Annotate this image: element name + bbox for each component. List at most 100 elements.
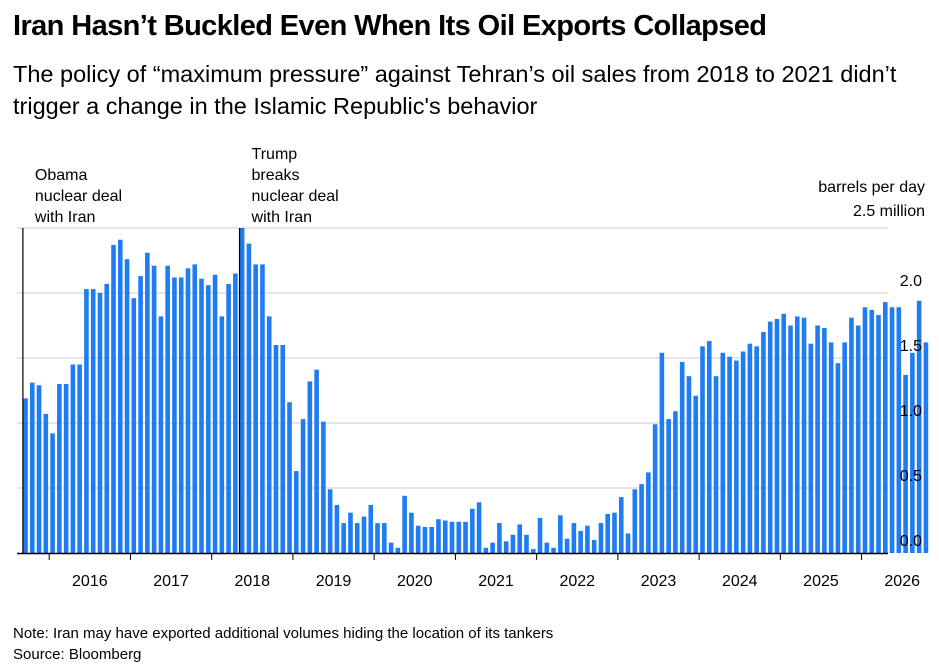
- bar: [273, 345, 279, 553]
- bar: [503, 541, 509, 553]
- bar: [368, 504, 374, 553]
- bar: [449, 521, 455, 553]
- bar: [808, 343, 814, 553]
- bar: [456, 521, 462, 553]
- bar: [361, 516, 367, 553]
- bar: [612, 512, 617, 553]
- bar: [409, 512, 414, 553]
- bar: [652, 424, 658, 553]
- bar: [124, 259, 130, 553]
- bar: [882, 302, 888, 553]
- bar: [869, 309, 875, 553]
- x-axis: 2016 2017 2018 2019 2020 2021 2022 2023 2024 2025…: [17, 552, 920, 590]
- bar: [341, 523, 346, 553]
- x-tick-label: 2026: [884, 573, 920, 590]
- bar: [578, 530, 583, 553]
- bar: [470, 508, 475, 553]
- bar: [321, 421, 326, 553]
- bar: [713, 376, 719, 553]
- bar: [585, 525, 590, 553]
- y-tick-label: 0.0: [900, 533, 922, 550]
- x-tick-label: 2020: [397, 573, 433, 590]
- bar: [104, 283, 110, 553]
- bar: [788, 325, 793, 553]
- bar: [774, 319, 780, 553]
- bar: [23, 398, 28, 553]
- bar: [720, 352, 726, 553]
- bar: [483, 547, 489, 553]
- x-tick-label: 2019: [316, 573, 352, 590]
- y-axis-labels: 0.0 0.5 1.0 1.5 2.0 2.5 million: [853, 203, 925, 550]
- bar: [442, 520, 448, 553]
- bar: [666, 419, 671, 553]
- bar: [165, 265, 170, 553]
- bar: [253, 264, 258, 553]
- bar: [117, 239, 123, 553]
- bar: [327, 489, 333, 553]
- bar: [50, 433, 55, 553]
- bar: [659, 352, 665, 553]
- y-tick-label: 2.5 million: [853, 203, 925, 220]
- bar: [185, 268, 191, 553]
- bar: [740, 351, 746, 553]
- bar: [334, 504, 340, 553]
- x-tick-label: 2025: [803, 573, 839, 590]
- bar: [260, 264, 265, 553]
- bar: [524, 534, 529, 553]
- bar: [734, 360, 739, 553]
- bar: [903, 374, 908, 553]
- bar: [835, 363, 841, 553]
- bar: [855, 325, 861, 553]
- bar: [862, 307, 868, 553]
- x-tick-label: 2018: [234, 573, 270, 590]
- bar: [706, 341, 712, 553]
- bar: [747, 343, 753, 553]
- bar: [632, 489, 638, 553]
- bar: [476, 502, 482, 553]
- chart-title: Iran Hasn’t Buckled Even When Its Oil Ex…: [13, 10, 767, 42]
- y-tick-label: 1.0: [900, 403, 922, 420]
- x-tick-label: 2021: [478, 573, 514, 590]
- bar: [354, 523, 360, 553]
- event-label: Trump breaks nuclear deal with Iran: [251, 146, 339, 226]
- source-text: Source: Bloomberg: [13, 646, 142, 663]
- bar: [151, 265, 157, 553]
- bar: [43, 413, 49, 553]
- bar: [646, 472, 651, 553]
- bar: [300, 419, 306, 553]
- bar: [57, 384, 62, 553]
- bar: [239, 228, 245, 553]
- bar: [727, 356, 732, 553]
- bar: [138, 276, 143, 553]
- bar: [36, 385, 42, 553]
- bar: [876, 315, 881, 553]
- event-annotations: Obama nuclear deal with Iran Trump breaks nuc…: [22, 146, 339, 553]
- bar: [767, 321, 773, 553]
- x-tick-label: 2017: [153, 573, 189, 590]
- bar: [544, 542, 550, 553]
- bar: [700, 346, 705, 553]
- note-text: Note: Iran may have exported additional …: [13, 625, 554, 642]
- y-tick-label: 2.0: [900, 273, 922, 290]
- bar: [510, 534, 516, 553]
- bar: [382, 523, 387, 553]
- y-tick-label: 0.5: [900, 468, 922, 485]
- bar: [828, 342, 834, 553]
- bar: [158, 316, 164, 553]
- bar: [605, 514, 611, 553]
- bar: [233, 273, 238, 553]
- bar: [598, 523, 604, 553]
- bar: [794, 316, 800, 553]
- bar: [801, 317, 807, 553]
- x-tick-label: 2016: [72, 573, 108, 590]
- bar: [63, 384, 69, 553]
- bar: [436, 519, 441, 553]
- bar: [395, 547, 401, 553]
- bar: [754, 346, 759, 553]
- bar: [618, 497, 624, 553]
- bar: [348, 512, 353, 553]
- bar: [497, 523, 502, 553]
- bar: [551, 547, 556, 553]
- bar: [402, 495, 407, 553]
- bar: [415, 525, 421, 553]
